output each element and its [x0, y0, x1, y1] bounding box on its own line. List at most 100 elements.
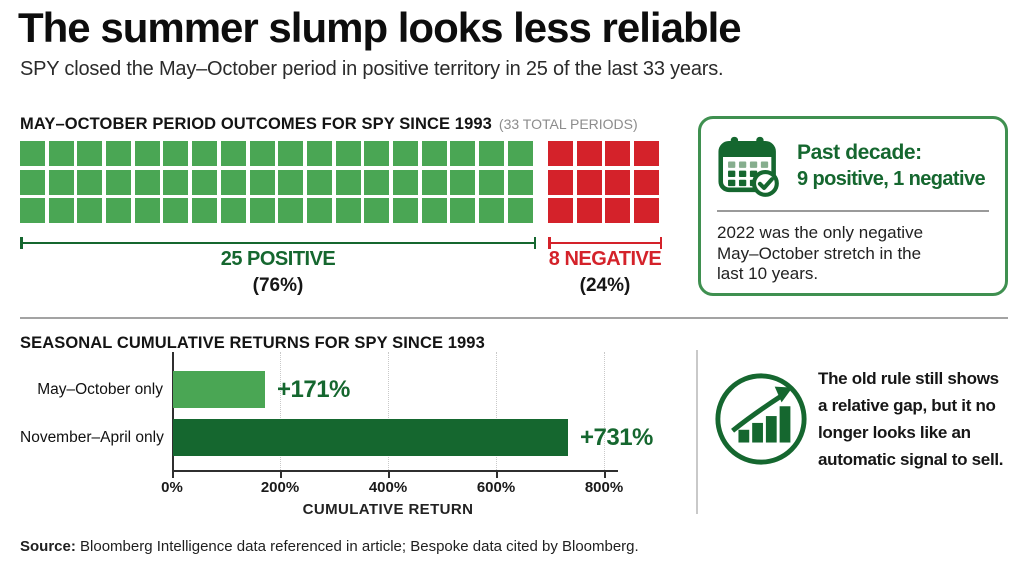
waffle-cell-negative	[634, 169, 660, 195]
waffle-cell-positive	[77, 141, 103, 166]
negative-bracket-end-right	[659, 237, 662, 249]
waffle-cell-positive	[77, 198, 103, 224]
positive-bracket	[20, 237, 536, 249]
waffle-cell-positive	[392, 198, 418, 224]
waffle-cell-negative	[634, 198, 660, 224]
waffle-cell-positive	[278, 198, 304, 224]
decade-note: 2022 was the only negative May–October s…	[717, 223, 923, 285]
waffle-cell-negative	[605, 141, 631, 166]
growth-chart-icon	[712, 370, 810, 473]
insight-line: The old rule still shows	[818, 369, 999, 388]
waffle-cell-positive	[450, 169, 476, 195]
waffle-cell-positive	[507, 141, 533, 166]
waffle-cell-positive	[220, 198, 246, 224]
negative-bracket	[548, 237, 662, 249]
bar-category-label: May–October only	[37, 381, 163, 398]
waffle-cell-negative	[634, 141, 660, 166]
x-tick-label: 800%	[584, 479, 624, 496]
positive-pct-label: (76%)	[252, 275, 304, 296]
waffle-grid-negative	[548, 141, 660, 224]
x-tick-label: 400%	[368, 479, 408, 496]
waffle-cell-positive	[249, 198, 275, 224]
waffle-cell-positive	[421, 141, 447, 166]
waffle-cell-positive	[306, 169, 332, 195]
waffle-cell-positive	[421, 169, 447, 195]
x-tick-label: 200%	[260, 479, 300, 496]
x-tick-mark	[388, 470, 390, 478]
waffle-cell-positive	[20, 198, 45, 224]
waffle-cell-negative	[576, 141, 602, 166]
waffle-cell-positive	[364, 169, 390, 195]
positive-bracket-end-right	[533, 237, 536, 249]
waffle-cell-positive	[163, 141, 189, 166]
x-tick-mark	[604, 470, 606, 478]
gridline	[604, 352, 605, 470]
waffle-cell-positive	[364, 141, 390, 166]
negative-pct-label: (24%)	[579, 275, 631, 296]
waffle-cell-positive	[163, 198, 189, 224]
waffle-cell-positive	[479, 169, 504, 195]
x-tick-label: 600%	[476, 479, 516, 496]
decade-card-divider	[717, 210, 989, 212]
bar-may-october	[173, 371, 265, 408]
insight-line: a relative gap, but it no	[818, 396, 996, 415]
waffle-grid-positive	[20, 141, 533, 224]
waffle-cell-positive	[450, 198, 476, 224]
waffle-heading-text: MAY–OCTOBER PERIOD OUTCOMES FOR SPY SINC…	[20, 115, 492, 133]
waffle-cell-positive	[48, 141, 74, 166]
calendar-check-icon	[717, 136, 781, 203]
waffle-cell-positive	[278, 141, 304, 166]
waffle-cell-positive	[278, 169, 304, 195]
waffle-cell-negative	[576, 198, 602, 224]
waffle-cell-positive	[220, 141, 246, 166]
waffle-cell-positive	[48, 169, 74, 195]
waffle-cell-positive	[192, 169, 218, 195]
decade-note-line: 2022 was the only negative	[717, 223, 924, 242]
waffle-cell-positive	[335, 169, 361, 195]
x-tick-mark	[280, 470, 282, 478]
positive-bracket-line	[20, 241, 536, 244]
bar-november-april	[173, 419, 568, 456]
waffle-cell-positive	[106, 198, 132, 224]
source-footnote: Source: Bloomberg Intelligence data refe…	[20, 538, 639, 555]
waffle-cell-positive	[364, 198, 390, 224]
waffle-cell-positive	[507, 169, 533, 195]
bar-category-label: November–April only	[20, 429, 164, 446]
section-divider	[20, 317, 1008, 319]
decade-note-line: last 10 years.	[717, 264, 819, 283]
waffle-cell-negative	[548, 169, 573, 195]
waffle-heading-note: (33 TOTAL PERIODS)	[498, 116, 638, 132]
negative-count-label: 8 NEGATIVE	[548, 248, 662, 270]
waffle-cell-positive	[479, 198, 504, 224]
waffle-cell-positive	[335, 141, 361, 166]
x-axis-line	[172, 470, 618, 472]
panel-divider	[696, 350, 698, 514]
source-label: Source:	[20, 538, 76, 555]
waffle-cell-positive	[249, 141, 275, 166]
y-axis-line	[172, 352, 174, 470]
decade-title: Past decade:	[797, 141, 922, 164]
insight-text: The old rule still shows a relative gap,…	[818, 365, 1004, 473]
waffle-cell-positive	[479, 141, 504, 166]
gridline	[496, 352, 497, 470]
x-tick-mark	[172, 470, 174, 478]
positive-bracket-end-left	[20, 237, 23, 249]
bar-row: +731%	[173, 419, 653, 456]
waffle-cell-positive	[134, 198, 160, 224]
waffle-cell-positive	[192, 198, 218, 224]
waffle-section-heading: MAY–OCTOBER PERIOD OUTCOMES FOR SPY SINC…	[20, 115, 638, 134]
waffle-cell-negative	[605, 198, 631, 224]
negative-bracket-end-left	[548, 237, 551, 249]
waffle-cell-positive	[163, 169, 189, 195]
returns-section-heading: SEASONAL CUMULATIVE RETURNS FOR SPY SINC…	[20, 334, 485, 352]
waffle-cell-negative	[548, 198, 573, 224]
waffle-cell-negative	[605, 169, 631, 195]
gridline	[388, 352, 389, 470]
waffle-cell-positive	[77, 169, 103, 195]
page-subtitle: SPY closed the May–October period in pos…	[20, 58, 724, 80]
bar-row: +171%	[173, 371, 350, 408]
waffle-cell-negative	[576, 169, 602, 195]
x-tick-label: 0%	[161, 479, 183, 496]
waffle-cell-positive	[106, 169, 132, 195]
waffle-cell-positive	[48, 198, 74, 224]
